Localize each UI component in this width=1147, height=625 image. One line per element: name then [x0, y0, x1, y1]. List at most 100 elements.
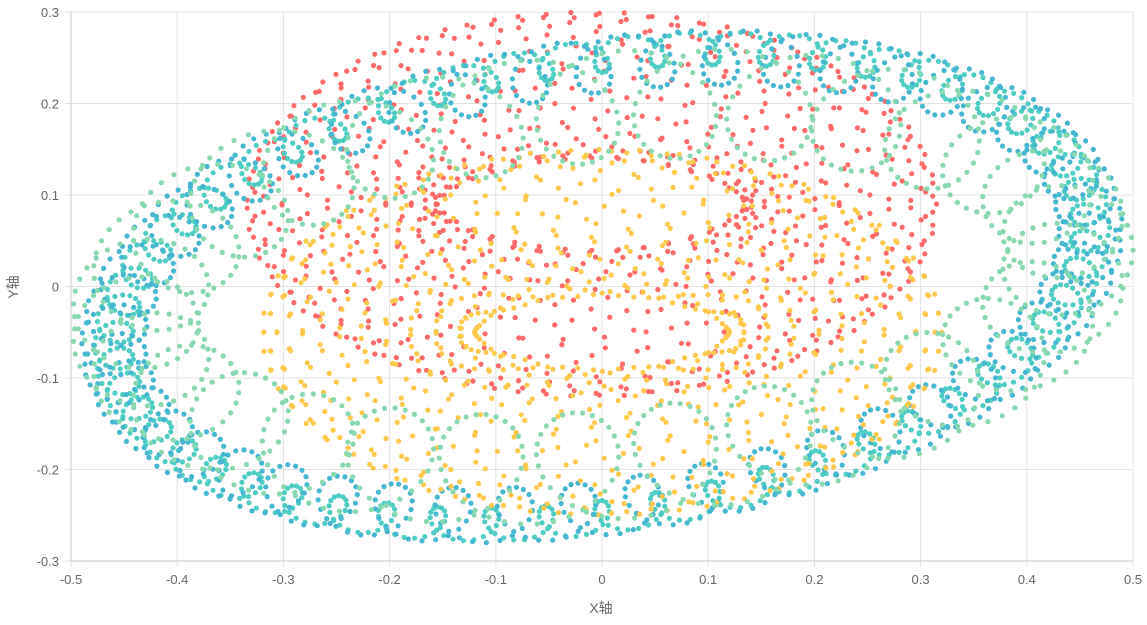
data-point — [228, 410, 234, 416]
data-point — [801, 477, 807, 483]
data-point — [256, 456, 262, 462]
data-point — [298, 280, 304, 286]
data-point — [296, 162, 303, 169]
data-point — [362, 310, 368, 316]
data-point — [797, 373, 804, 379]
data-point — [220, 215, 226, 221]
data-point — [269, 274, 275, 280]
data-point — [1100, 250, 1106, 256]
data-point — [747, 140, 754, 146]
data-point — [471, 63, 477, 69]
data-point — [497, 537, 503, 544]
data-point — [209, 244, 215, 250]
data-point — [831, 105, 837, 111]
data-point — [364, 300, 370, 306]
data-point — [347, 415, 353, 421]
data-point — [1019, 374, 1025, 380]
data-point — [482, 94, 488, 100]
data-point — [442, 196, 448, 202]
data-point — [167, 253, 173, 259]
data-point — [863, 384, 869, 390]
data-point — [449, 51, 455, 57]
data-point — [1053, 199, 1059, 205]
data-point — [275, 187, 281, 194]
data-point — [331, 494, 337, 500]
data-point — [589, 352, 595, 359]
data-point — [648, 148, 654, 154]
data-point — [665, 437, 671, 443]
data-point — [1002, 276, 1008, 282]
data-point — [592, 116, 598, 122]
data-point — [775, 262, 781, 268]
data-point — [897, 116, 903, 122]
data-point — [841, 237, 847, 243]
data-point — [547, 81, 553, 87]
data-point — [854, 365, 860, 371]
data-point — [901, 454, 907, 460]
data-point — [638, 57, 644, 63]
data-point — [448, 100, 454, 106]
data-point — [733, 360, 740, 366]
data-point — [758, 470, 764, 476]
data-point — [608, 34, 614, 40]
data-point — [422, 215, 428, 221]
data-point — [355, 344, 361, 350]
y-tick-label: 0.1 — [41, 188, 59, 203]
data-point — [134, 417, 140, 423]
data-point — [434, 527, 440, 533]
data-point — [1124, 222, 1130, 228]
data-point — [682, 355, 688, 361]
data-point — [615, 48, 621, 54]
data-point — [601, 334, 608, 340]
data-point — [112, 375, 118, 381]
y-tick-label: -0.3 — [37, 554, 59, 569]
data-point — [521, 50, 528, 56]
data-point — [590, 367, 597, 373]
data-point — [292, 115, 298, 121]
data-point — [231, 137, 237, 144]
data-point — [927, 441, 934, 447]
data-point — [445, 533, 451, 539]
data-point — [827, 51, 833, 57]
data-point — [313, 89, 319, 95]
data-point — [149, 233, 155, 239]
data-point — [888, 295, 894, 301]
data-point — [823, 40, 829, 46]
data-point — [438, 111, 444, 117]
data-point — [987, 352, 993, 358]
data-point — [749, 203, 755, 209]
data-point — [535, 104, 541, 110]
data-point — [1072, 230, 1078, 236]
data-point — [166, 311, 172, 317]
data-point — [410, 226, 416, 232]
data-point — [551, 416, 557, 423]
data-point — [783, 414, 789, 420]
data-point — [400, 414, 407, 420]
data-point — [789, 183, 795, 189]
data-point — [95, 402, 102, 408]
data-point — [631, 440, 637, 447]
data-point — [1024, 142, 1030, 148]
data-point — [460, 538, 466, 544]
data-point — [375, 527, 381, 533]
data-point — [244, 205, 250, 211]
data-point — [627, 248, 633, 254]
data-point — [563, 462, 569, 468]
data-point — [261, 490, 267, 496]
data-point — [592, 506, 598, 512]
data-point — [523, 465, 529, 472]
data-point — [641, 412, 647, 419]
data-point — [695, 48, 702, 55]
data-point — [286, 313, 292, 319]
data-point — [1059, 274, 1065, 280]
data-point — [903, 334, 909, 340]
data-point — [91, 263, 97, 269]
data-point — [742, 289, 748, 295]
data-point — [338, 146, 344, 152]
data-point — [873, 363, 879, 369]
data-point — [583, 55, 590, 62]
data-point — [90, 311, 97, 317]
data-point — [746, 279, 752, 285]
data-point — [848, 218, 855, 225]
data-point — [1075, 331, 1081, 337]
